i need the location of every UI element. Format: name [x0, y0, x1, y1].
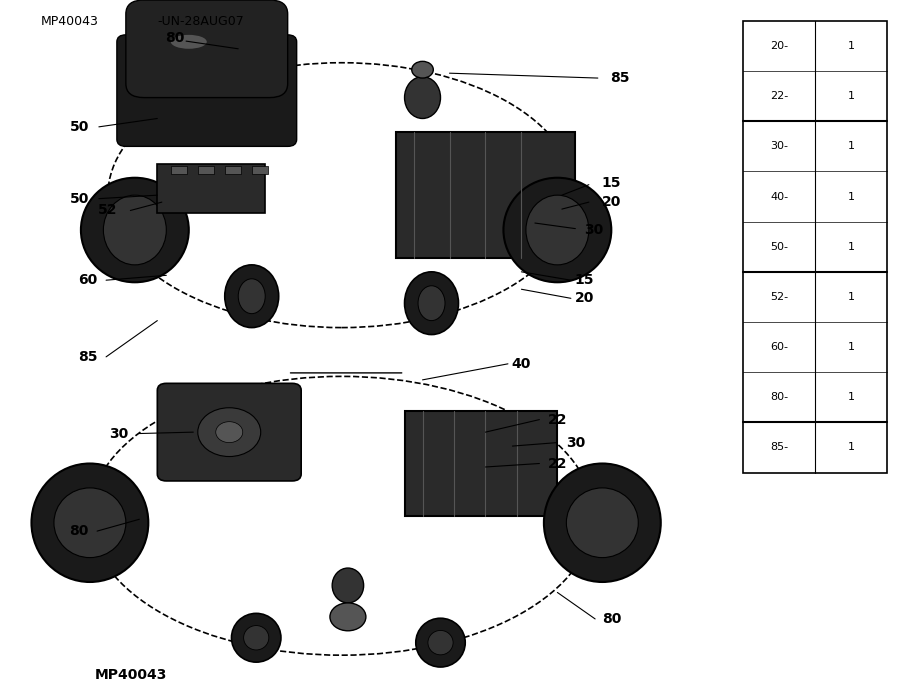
Text: 80-: 80-	[770, 392, 788, 402]
FancyBboxPatch shape	[126, 0, 288, 98]
Text: 1: 1	[848, 292, 855, 302]
Text: 80: 80	[165, 31, 185, 45]
FancyBboxPatch shape	[405, 411, 557, 516]
Text: 30: 30	[583, 223, 603, 237]
Ellipse shape	[415, 618, 466, 667]
Text: 80: 80	[601, 612, 621, 626]
Text: 50: 50	[69, 192, 89, 206]
Text: 60-: 60-	[770, 342, 788, 352]
Text: 20-: 20-	[770, 41, 788, 51]
Text: 40-: 40-	[770, 192, 788, 201]
Text: 15: 15	[574, 273, 594, 287]
Ellipse shape	[544, 464, 661, 582]
Text: MP40043: MP40043	[94, 668, 167, 682]
FancyBboxPatch shape	[157, 164, 265, 213]
Text: 1: 1	[848, 91, 855, 101]
Text: 60: 60	[78, 273, 98, 287]
Ellipse shape	[238, 279, 265, 314]
Text: MP40043: MP40043	[40, 15, 98, 29]
Ellipse shape	[171, 35, 207, 49]
Ellipse shape	[405, 77, 441, 118]
Text: 1: 1	[848, 443, 855, 452]
Text: 20: 20	[601, 195, 621, 209]
Text: 1: 1	[848, 342, 855, 352]
Bar	[743, 21, 887, 473]
Text: 80: 80	[69, 524, 89, 538]
Bar	[225, 166, 241, 174]
Text: 22: 22	[547, 413, 567, 427]
Ellipse shape	[405, 272, 458, 335]
Ellipse shape	[231, 613, 280, 662]
Text: 50-: 50-	[770, 242, 788, 252]
Circle shape	[330, 603, 366, 631]
Text: 30: 30	[565, 436, 585, 450]
Ellipse shape	[333, 568, 364, 603]
Ellipse shape	[244, 626, 269, 650]
Circle shape	[198, 408, 261, 457]
Ellipse shape	[418, 286, 445, 321]
Text: 22: 22	[547, 457, 567, 470]
Text: -UN-28AUG07: -UN-28AUG07	[157, 15, 244, 29]
Circle shape	[216, 422, 243, 443]
Text: 85: 85	[610, 71, 630, 85]
FancyBboxPatch shape	[117, 35, 297, 146]
Ellipse shape	[225, 265, 279, 328]
Text: 50: 50	[69, 120, 89, 134]
Text: 22-: 22-	[770, 91, 788, 101]
Text: 1: 1	[848, 392, 855, 402]
Ellipse shape	[103, 195, 166, 265]
Text: 1: 1	[848, 192, 855, 201]
Ellipse shape	[428, 630, 453, 655]
Text: 1: 1	[848, 41, 855, 51]
Bar	[171, 166, 187, 174]
Circle shape	[412, 61, 433, 78]
Ellipse shape	[566, 488, 638, 558]
Text: 85: 85	[78, 350, 98, 364]
Ellipse shape	[31, 464, 148, 582]
Bar	[198, 166, 214, 174]
Text: 1: 1	[848, 141, 855, 151]
Text: 40: 40	[512, 357, 531, 371]
Text: 1: 1	[848, 242, 855, 252]
Text: 20: 20	[574, 291, 594, 305]
Ellipse shape	[54, 488, 126, 558]
Text: 85-: 85-	[770, 443, 788, 452]
Ellipse shape	[81, 178, 189, 282]
Text: 15: 15	[601, 176, 621, 190]
Bar	[252, 166, 268, 174]
Text: 52-: 52-	[770, 292, 788, 302]
FancyBboxPatch shape	[396, 132, 575, 258]
Ellipse shape	[503, 178, 611, 282]
Text: 52: 52	[98, 204, 118, 217]
Text: 30-: 30-	[770, 141, 788, 151]
FancyBboxPatch shape	[157, 383, 301, 481]
Text: 30: 30	[109, 427, 129, 441]
Ellipse shape	[526, 195, 589, 265]
